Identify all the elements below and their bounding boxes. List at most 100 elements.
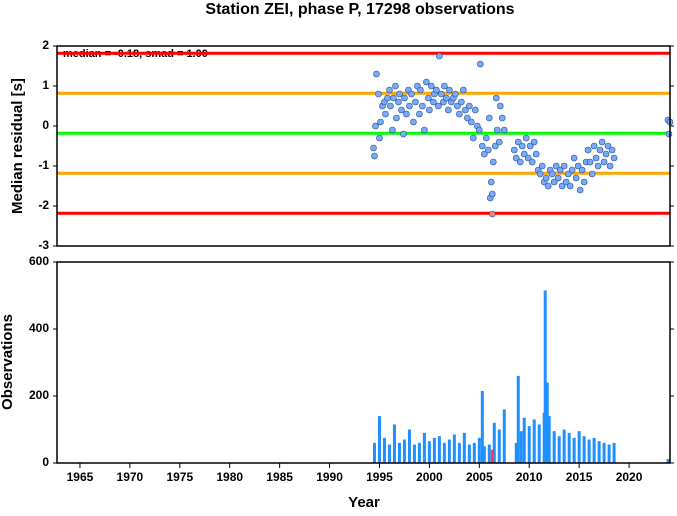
bar — [587, 439, 591, 463]
point — [392, 82, 399, 90]
point — [387, 102, 394, 110]
point — [550, 178, 558, 186]
point — [576, 186, 584, 194]
point — [400, 130, 407, 138]
point — [484, 146, 492, 154]
y-tick-label: 600 — [29, 254, 49, 268]
bar — [532, 419, 536, 463]
point — [485, 114, 493, 122]
point — [592, 154, 600, 162]
bar — [543, 290, 547, 463]
bar — [502, 409, 506, 463]
point — [600, 158, 608, 166]
point — [452, 90, 459, 98]
point — [389, 126, 396, 134]
bar — [527, 426, 531, 463]
point — [560, 162, 568, 170]
bar — [417, 442, 421, 463]
point — [548, 170, 556, 178]
point — [417, 86, 424, 94]
x-tick-label: 1990 — [316, 470, 343, 484]
bar — [490, 449, 494, 463]
y-tick-label: 200 — [29, 388, 49, 402]
bar — [497, 429, 501, 463]
point — [590, 142, 598, 150]
bar — [377, 416, 381, 463]
point — [373, 70, 380, 78]
point — [536, 170, 544, 178]
point — [384, 94, 391, 102]
x-tick-label: 1970 — [117, 470, 144, 484]
point — [568, 166, 576, 174]
point — [436, 52, 443, 60]
bar — [407, 429, 411, 463]
point — [476, 126, 483, 134]
bar — [422, 432, 426, 463]
point — [526, 142, 534, 150]
point — [412, 98, 419, 106]
bar — [516, 375, 520, 463]
point — [528, 158, 536, 166]
x-tick-label: 2005 — [466, 470, 493, 484]
point — [426, 106, 433, 114]
bar — [582, 436, 586, 463]
point — [552, 162, 560, 170]
bar — [602, 442, 606, 463]
bar — [402, 439, 406, 463]
bar — [447, 439, 451, 463]
point — [498, 114, 506, 122]
point — [403, 110, 410, 118]
y-tick-label: 2 — [42, 38, 49, 52]
point — [479, 142, 486, 150]
point — [445, 106, 452, 114]
y-tick-label: 0 — [42, 455, 49, 469]
point — [468, 118, 475, 126]
point — [588, 170, 596, 178]
point — [516, 158, 524, 166]
point — [495, 138, 503, 146]
point — [524, 154, 532, 162]
point — [489, 158, 497, 166]
point — [406, 102, 413, 110]
point — [396, 90, 403, 98]
bar — [457, 442, 461, 463]
bar — [432, 437, 436, 463]
y-tick-label: -2 — [38, 198, 49, 212]
point — [481, 150, 488, 158]
point — [430, 98, 437, 106]
y-tick-label: 1 — [42, 78, 49, 92]
point — [438, 90, 445, 98]
point — [578, 166, 586, 174]
point — [604, 142, 612, 150]
bar — [514, 442, 518, 463]
x-tick-label: 1965 — [67, 470, 94, 484]
point — [488, 190, 496, 198]
point — [572, 174, 580, 182]
point — [425, 94, 432, 102]
point — [419, 102, 426, 110]
point — [470, 134, 477, 142]
point — [512, 154, 520, 162]
point — [665, 130, 673, 138]
point — [564, 170, 572, 178]
point — [377, 118, 384, 126]
bar — [519, 431, 523, 463]
point — [602, 150, 610, 158]
bar — [482, 446, 486, 463]
point — [520, 150, 528, 158]
point — [538, 162, 546, 170]
y-axis-label: Median residual [s] — [9, 78, 26, 214]
bar — [397, 442, 401, 463]
point — [376, 134, 383, 142]
point — [386, 86, 393, 94]
point — [441, 82, 448, 90]
bar — [552, 431, 556, 463]
point — [477, 60, 484, 68]
point — [408, 90, 415, 98]
point — [390, 94, 397, 102]
x-tick-label: 2000 — [416, 470, 443, 484]
point — [401, 94, 408, 102]
chart-title: Station ZEI, phase P, 17298 observations — [205, 1, 514, 18]
point — [398, 106, 405, 114]
point — [580, 178, 588, 186]
